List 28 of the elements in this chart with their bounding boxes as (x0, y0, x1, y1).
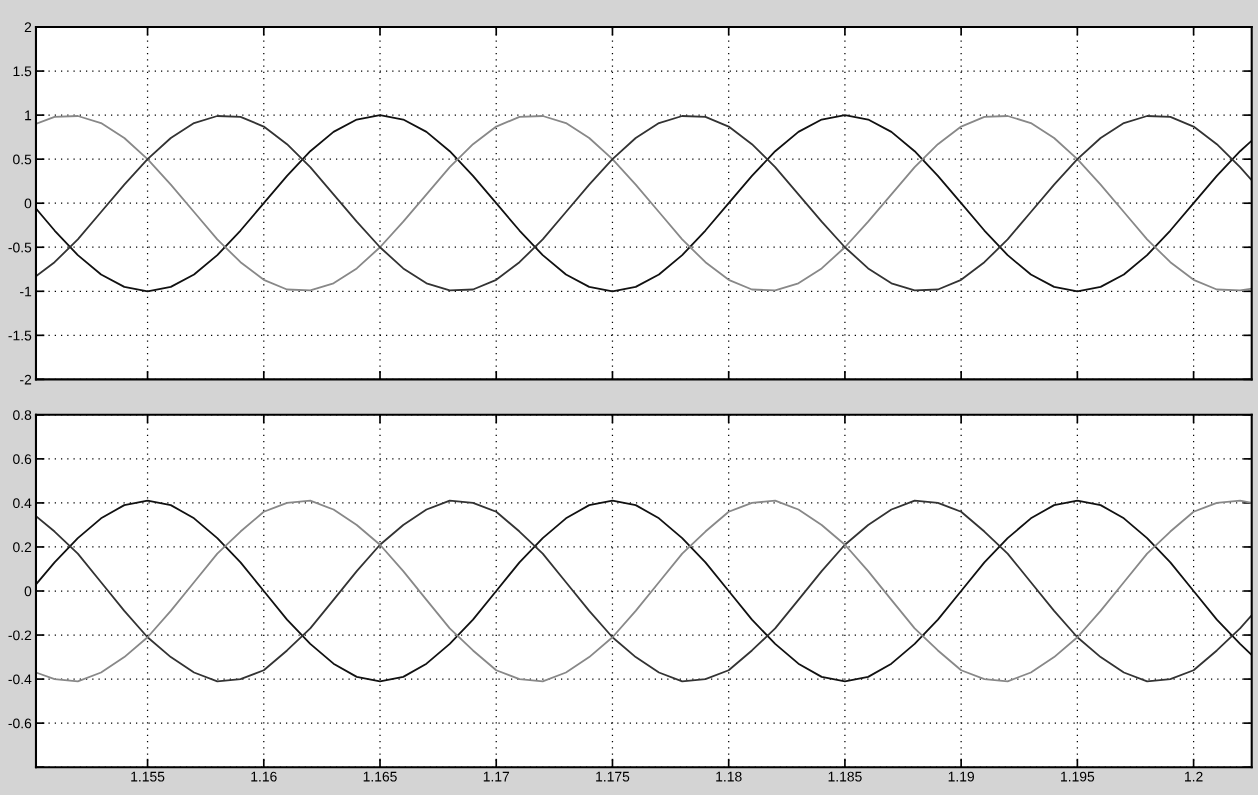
y-tick-label: -0.2 (8, 630, 32, 641)
y-tick-label: 1 (25, 110, 32, 121)
y-tick-label: -2 (20, 374, 32, 385)
y-tick-label: -0.5 (8, 242, 32, 253)
y-tick-label: 0 (24, 198, 32, 209)
x-tick-label: 1.2 (1185, 771, 1203, 782)
y-tick-label: -1.5 (8, 330, 32, 341)
y-tick-label: -0.6 (8, 718, 32, 729)
line-series (35, 499, 1252, 683)
x-tick-label: 1.18 (716, 771, 742, 782)
y-tick-label: -0.4 (8, 674, 32, 685)
y-tick-label: 0 (24, 586, 32, 597)
x-tick-label: 1.195 (1061, 771, 1095, 782)
x-tick-label: 1.175 (596, 771, 630, 782)
y-tick-label: 0.5 (13, 154, 32, 165)
x-tick-label: 1.17 (483, 771, 510, 782)
x-tick-label: 1.155 (131, 771, 165, 782)
x-tick-label: 1.185 (828, 771, 862, 782)
x-tick-label: 1.165 (363, 771, 397, 782)
y-tick-label: 0.8 (13, 410, 32, 420)
y-tick-label: 1.5 (13, 66, 32, 77)
y-tick-label: 0.2 (13, 542, 32, 553)
y-tick-label: 0.4 (13, 498, 32, 509)
y-tick-label: -1 (20, 286, 32, 297)
y-tick-label: 0.6 (13, 454, 32, 465)
x-tick-label: 1.16 (251, 771, 277, 782)
y-tick-label: 2 (24, 22, 32, 33)
x-tick-label: 1.19 (948, 771, 974, 782)
